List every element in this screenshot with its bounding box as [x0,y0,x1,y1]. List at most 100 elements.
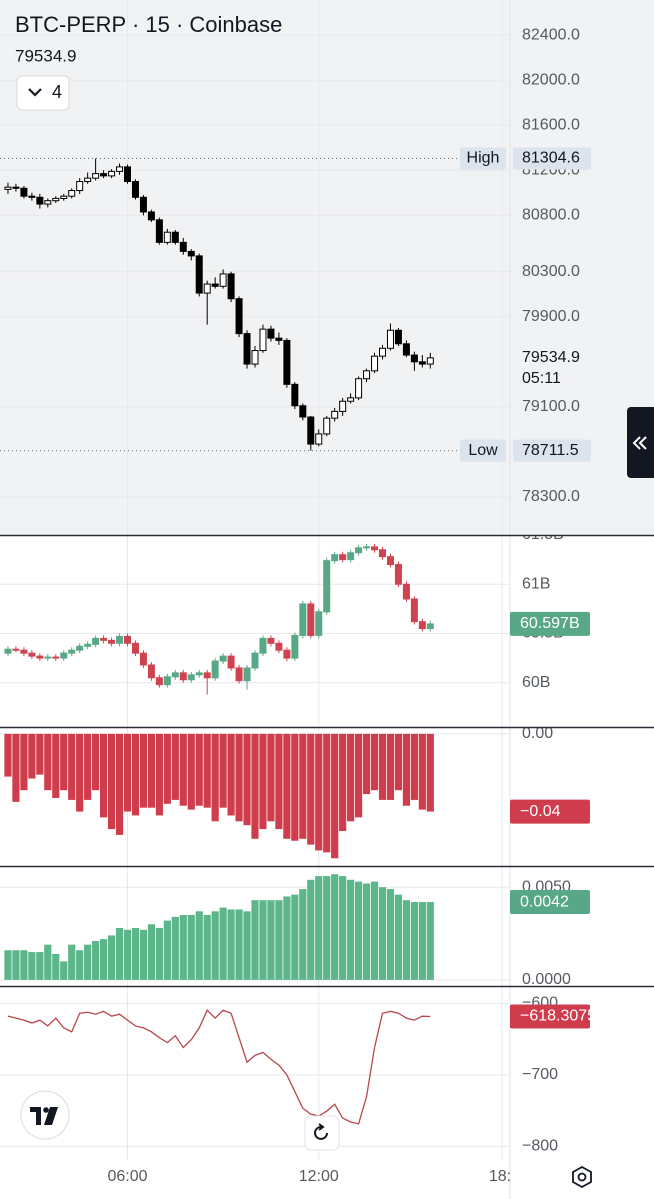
y-tick-label: 80800.0 [522,207,580,224]
histogram-bar [171,916,179,980]
histogram-bar [354,733,363,818]
candle-body [155,219,163,243]
histogram-bar [426,733,434,812]
histogram-bar [28,733,36,779]
candle-body [84,177,92,183]
marker-label-bg [460,439,506,462]
tradingview-logo[interactable] [20,1090,70,1140]
candle-body [227,655,235,669]
candle-body [12,648,20,651]
histogram-bar [115,733,124,835]
candle-body [36,655,44,659]
candle-body [28,652,36,657]
y-tick-label: 79100.0 [522,398,580,415]
last-value-badge [510,890,590,915]
collapse-tab[interactable] [627,407,654,478]
candle-body [363,546,371,549]
candle-body [299,405,307,418]
histogram-bar [4,733,12,777]
y-tick-label: −800 [522,1138,558,1155]
histogram-bar [187,733,195,810]
logo-dot [43,1107,49,1113]
candle-body [195,255,203,294]
indicator-toggle-box[interactable] [16,75,70,111]
candle-body [4,648,12,654]
candle-body [402,583,410,600]
candle-body [203,672,211,679]
x-tick-label: 06:00 [107,1168,147,1185]
histogram-bar [362,733,371,795]
histogram-bar [378,887,387,980]
y-tick-label: 79900.0 [522,308,580,325]
settings-button[interactable] [572,1165,592,1189]
candle-body [187,250,195,257]
histogram-bar [44,733,52,791]
settings-icon[interactable] [572,1165,592,1189]
histogram-bar [203,733,211,808]
logo-mark [44,1107,58,1125]
candle-body [179,672,187,681]
candle-body [116,166,124,172]
last-value: 0.0042 [520,893,569,910]
marker-value: 78711.5 [522,442,579,459]
histogram-bar [251,733,259,839]
marker-value: 81304.6 [522,150,580,167]
last-value-badge [510,799,590,824]
candle-body [211,283,219,287]
histogram-bar [60,733,68,791]
candle-body [339,400,347,412]
histogram-bar [68,733,76,800]
candle-body [394,564,402,585]
candle-body [92,637,100,645]
candle-body [386,329,394,349]
histogram-bar [370,881,379,980]
candle-body [84,643,92,647]
candle-body [44,200,52,205]
histogram-bar [299,733,307,839]
histogram-bar [107,935,116,980]
histogram-bar [76,950,84,980]
candle-body [108,170,116,177]
double-chevron-icon [632,436,647,450]
logo-circle[interactable] [20,1090,70,1140]
candle-body [211,660,219,679]
histogram-bar [315,876,323,980]
candle-body [100,637,108,641]
histogram-bar [187,915,195,980]
histogram-bar [426,902,434,980]
candle-body [219,273,227,287]
candle-body [426,357,434,365]
histogram-bar [386,889,395,980]
indicator-toggle[interactable]: 4 [16,75,70,111]
histogram-bar [243,911,251,980]
candle-body [267,328,275,339]
histogram-bar [36,733,44,775]
histogram-bar [259,733,267,830]
candle-body [195,672,203,676]
logo-mark [30,1107,41,1125]
settings-icon-center [577,1172,587,1182]
candle-body [179,241,187,252]
histogram-bar [418,902,426,980]
histogram-bar [84,733,92,800]
reset-button-bg[interactable] [304,1115,340,1151]
candle-body [347,552,355,561]
histogram-bar [211,911,219,980]
marker-label: Low [468,442,498,459]
histogram-bar [283,896,291,980]
histogram-bar [12,950,20,980]
candle-body [155,677,163,686]
reset-button[interactable] [304,1115,340,1151]
candle-body [36,196,44,205]
candle-body [131,181,139,198]
pane: −600−700−800 [0,987,558,1160]
candle-body [371,546,379,551]
histogram-bar [323,876,331,980]
histogram-bar [315,733,323,851]
overlay: BTC-PERP · 15 · Coinbase 79534.9 4 High 8… [0,12,654,1189]
candle-body [68,649,76,654]
histogram-bar [307,733,315,845]
candle-body [267,637,275,644]
bar-countdown: 05:11 [522,370,561,387]
